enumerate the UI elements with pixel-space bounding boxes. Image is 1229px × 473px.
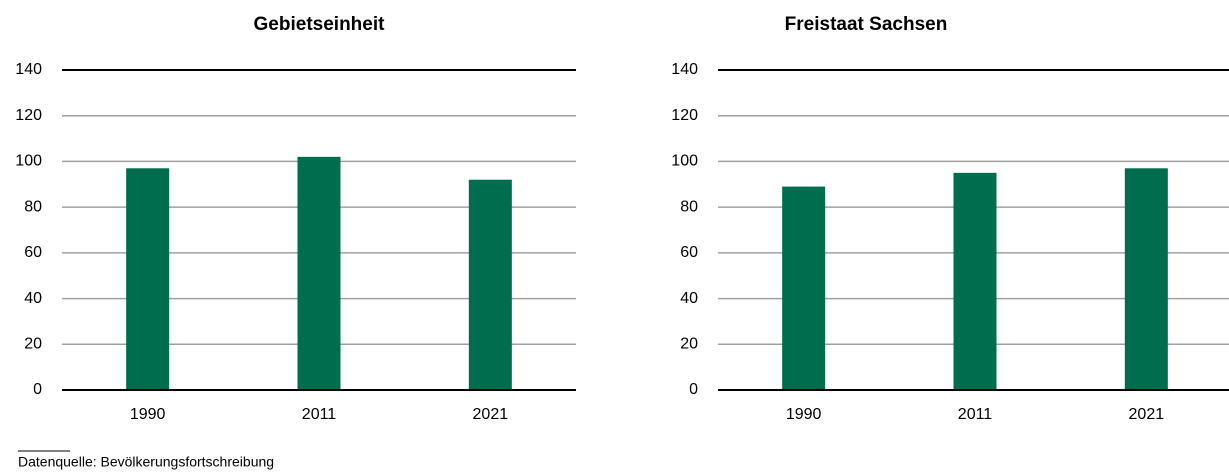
x-tick-label: 2011: [958, 406, 993, 423]
y-tick-label: 0: [689, 381, 698, 398]
y-tick-label: 120: [671, 107, 698, 124]
x-tick-label: 1990: [130, 406, 166, 423]
bar: [1124, 168, 1168, 390]
y-tick-label: 60: [680, 244, 698, 261]
y-tick-label: 40: [24, 290, 42, 307]
y-tick-label: 0: [33, 381, 42, 398]
source-note: Datenquelle: Bevölkerungsfortschreibung: [18, 454, 274, 470]
bar: [782, 186, 826, 390]
y-tick-label: 20: [24, 336, 42, 353]
bar: [953, 172, 997, 390]
x-tick-label: 1990: [786, 406, 822, 423]
bar: [126, 168, 170, 390]
y-tick-label: 20: [680, 336, 698, 353]
y-tick-label: 100: [671, 153, 698, 170]
y-tick-label: 140: [671, 61, 698, 78]
bar: [468, 179, 512, 390]
y-tick-label: 120: [15, 107, 42, 124]
y-tick-label: 40: [680, 290, 698, 307]
y-tick-label: 60: [24, 244, 42, 261]
bar: [297, 156, 341, 390]
y-tick-label: 80: [680, 198, 698, 215]
y-tick-label: 140: [15, 61, 42, 78]
y-tick-label: 100: [15, 153, 42, 170]
y-tick-label: 80: [24, 198, 42, 215]
x-tick-label: 2021: [1129, 406, 1165, 423]
chart-title: Gebietseinheit: [254, 14, 386, 35]
x-tick-label: 2021: [473, 406, 509, 423]
x-tick-label: 2011: [302, 406, 337, 423]
chart-title: Freistaat Sachsen: [785, 14, 948, 35]
